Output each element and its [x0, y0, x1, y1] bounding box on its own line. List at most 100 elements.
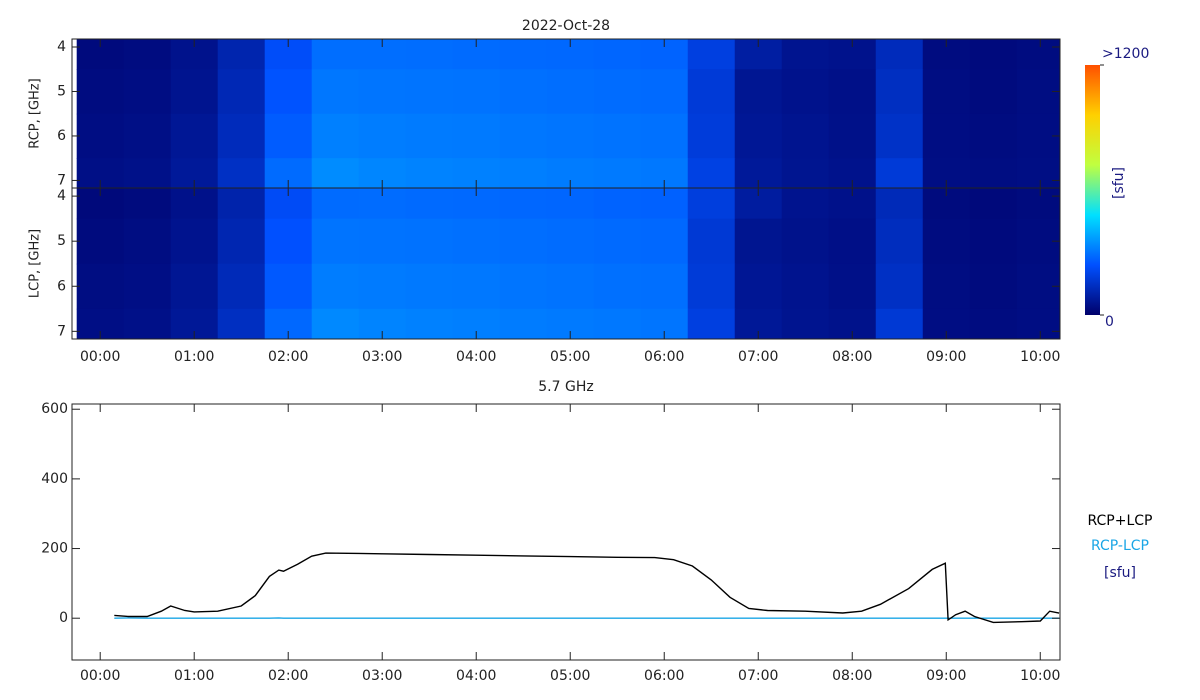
heatmap-cell: [593, 69, 642, 115]
heatmap-cell: [76, 39, 125, 70]
heatmap-cell: [969, 218, 1018, 265]
heatmap-cell: [123, 113, 172, 159]
heatmap-cell: [217, 39, 266, 70]
heatmap-cell: [687, 158, 736, 188]
x-tick-label: 06:00: [644, 349, 684, 365]
heatmap-cell: [734, 39, 783, 70]
heatmap-cell: [311, 188, 360, 220]
heatmap-cell: [170, 113, 219, 159]
heatmap-cell: [358, 218, 407, 265]
x-tick-label: 04:00: [456, 349, 496, 365]
heatmap-cell: [546, 69, 595, 115]
heatmap-cell: [499, 39, 548, 70]
heatmap-cell: [76, 218, 125, 265]
y-tick-label: 5: [57, 233, 66, 249]
x-tick-label: 05:00: [550, 668, 590, 684]
heatmap-cell: [593, 218, 642, 265]
heatmap-cell: [687, 69, 736, 115]
x-tick-label: 06:00: [644, 668, 684, 684]
heatmap-cell: [452, 113, 501, 159]
heatmap-cell: [358, 39, 407, 70]
y-tick-label: 5: [57, 83, 66, 99]
heatmap-cell: [405, 188, 454, 220]
heatmap-cell: [969, 158, 1018, 188]
heatmap-cell: [875, 158, 924, 188]
heatmap-cell: [311, 263, 360, 310]
heatmap-cell: [640, 113, 689, 159]
heatmap-cell: [264, 39, 313, 70]
heatmap-cell: [264, 218, 313, 265]
heatmap-cell: [170, 39, 219, 70]
heatmap-cell: [546, 113, 595, 159]
heatmap-cell: [217, 218, 266, 265]
y-tick-label: 600: [41, 401, 68, 417]
heatmap-cell: [781, 188, 830, 220]
y-tick-label: 200: [41, 541, 68, 557]
heatmap-cell: [922, 218, 971, 265]
heatmap-cell: [405, 69, 454, 115]
heatmap-cell: [546, 263, 595, 310]
heatmap-cell: [311, 218, 360, 265]
heatmap-panel: [76, 39, 1060, 188]
y-axis-label: RCP, [GHz]: [28, 78, 43, 148]
heatmap-cell: [781, 113, 830, 159]
heatmap-cell: [593, 113, 642, 159]
heatmap-cell: [969, 113, 1018, 159]
heatmap-cell: [123, 188, 172, 220]
heatmap-cell: [123, 158, 172, 188]
heatmap-cell: [781, 39, 830, 70]
legend-unit: [sfu]: [1104, 565, 1136, 581]
y-tick-label: 4: [57, 39, 66, 55]
y-tick-label: 6: [57, 128, 66, 144]
heatmap-cell: [170, 218, 219, 265]
heatmap-cell: [875, 263, 924, 310]
heatmap-cell: [452, 69, 501, 115]
heatmap-cell: [593, 188, 642, 220]
heatmap-cell: [1016, 158, 1060, 188]
heatmap-cell: [687, 113, 736, 159]
heatmap-cell: [452, 263, 501, 310]
colorbar-label: 0: [1105, 314, 1114, 330]
heatmap-cell: [264, 263, 313, 310]
y-tick-label: 7: [57, 172, 66, 188]
panel-frame: [71, 187, 1061, 340]
heatmap-cell: [499, 308, 548, 339]
heatmap-cell: [734, 218, 783, 265]
heatmap-cell: [217, 263, 266, 310]
heatmap-cell: [640, 69, 689, 115]
heatmap-cell: [969, 308, 1018, 339]
heatmap-cell: [640, 39, 689, 70]
heatmap-cell: [76, 263, 125, 310]
heatmap-cell: [1016, 188, 1060, 220]
heatmap-cell: [781, 263, 830, 310]
colorbar-unit: [sfu]: [1111, 167, 1127, 199]
heatmap-cell: [358, 263, 407, 310]
x-tick-label: 10:00: [1020, 668, 1060, 684]
x-tick-label: 00:00: [80, 349, 120, 365]
heatmap-cell: [687, 188, 736, 220]
x-tick-label: 08:00: [832, 668, 872, 684]
heatmap-cell: [922, 69, 971, 115]
heatmap-cell: [123, 69, 172, 115]
heatmap-cell: [734, 69, 783, 115]
heatmap-cell: [875, 113, 924, 159]
heatmap-cell: [405, 39, 454, 70]
heatmap-cell: [687, 263, 736, 310]
heatmap-cell: [76, 113, 125, 159]
heatmap-cell: [593, 263, 642, 310]
heatmap-cell: [405, 218, 454, 265]
heatmap-cell: [922, 113, 971, 159]
heatmap-cell: [875, 188, 924, 220]
x-tick-label: 03:00: [362, 349, 402, 365]
heatmap-cell: [123, 218, 172, 265]
heatmap-cell: [1016, 308, 1060, 339]
plot-frame: [71, 403, 1061, 661]
heatmap-cell: [734, 113, 783, 159]
x-tick-label: 05:00: [550, 349, 590, 365]
legend-label: RCP+LCP: [1088, 513, 1153, 529]
heatmap-cell: [170, 263, 219, 310]
x-tick-label: 00:00: [80, 668, 120, 684]
y-tick-label: 4: [57, 188, 66, 204]
